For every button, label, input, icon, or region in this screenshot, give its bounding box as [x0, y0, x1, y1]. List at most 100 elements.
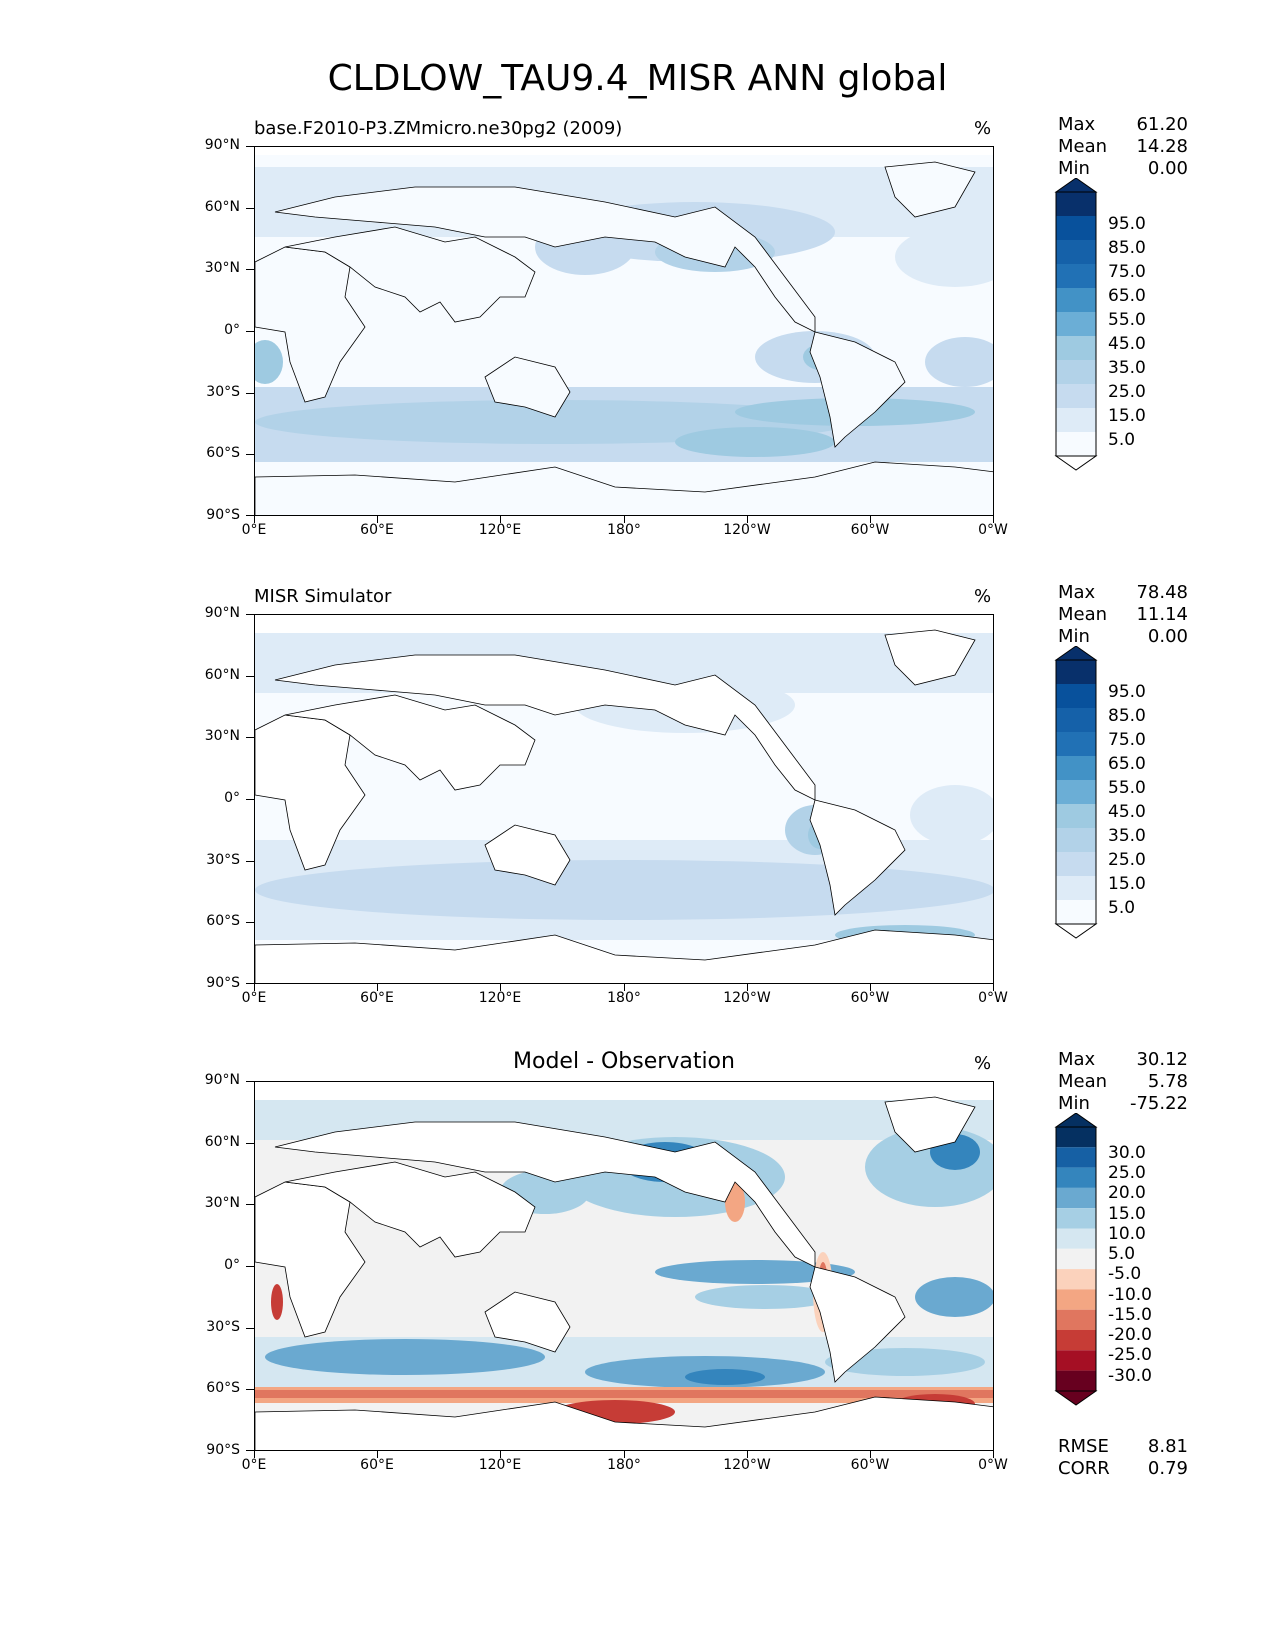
y-tick-label: 90°S [206, 507, 240, 523]
colorbar [1054, 178, 1098, 471]
colorbar-label: -10.0 [1108, 1285, 1152, 1305]
colorbar-label: 15.0 [1108, 406, 1146, 426]
colorbar-label: 55.0 [1108, 310, 1146, 330]
stat-label: Max [1058, 114, 1096, 135]
colorbar-label: 95.0 [1108, 682, 1146, 702]
colorbar [1054, 646, 1098, 939]
x-tick-label: 180° [607, 990, 641, 1006]
y-tick-label: 60°S [206, 445, 240, 461]
metric-value: 0.79 [1147, 1458, 1188, 1479]
colorbar-label: -20.0 [1108, 1325, 1152, 1345]
map-plot [254, 1081, 994, 1451]
colorbar-label: 45.0 [1108, 334, 1146, 354]
colorbar-label: 5.0 [1108, 430, 1136, 450]
y-tick-label: 90°S [206, 1442, 240, 1458]
stat-label: Min [1058, 158, 1090, 179]
x-tick-label: 180° [607, 522, 641, 538]
panel-title: base.F2010-P3.ZMmicro.ne30pg2 (2009) [254, 118, 623, 139]
y-tick-label: 90°N [204, 605, 240, 621]
y-tick-label: 90°N [204, 1072, 240, 1088]
colorbar-label: 75.0 [1108, 262, 1146, 282]
x-tick-label: 120°W [723, 522, 771, 538]
stat-label: Min [1058, 626, 1090, 647]
colorbar-label: 20.0 [1108, 1183, 1146, 1203]
colorbar-label: 25.0 [1108, 1163, 1146, 1183]
units-label: % [974, 586, 992, 607]
panel-difference: Model - Observation % [0, 1049, 1275, 1511]
panel-title: Model - Observation [513, 1049, 735, 1074]
x-tick-label: 60°W [850, 990, 890, 1006]
colorbar-label: 85.0 [1108, 706, 1146, 726]
stat-label: Mean [1058, 136, 1108, 157]
stat-value: 0.00 [1147, 158, 1188, 179]
units-label: % [974, 118, 992, 139]
colorbar-label: 95.0 [1108, 214, 1146, 234]
colorbar-label: 35.0 [1108, 358, 1146, 378]
colorbar-label: 5.0 [1108, 1244, 1136, 1264]
y-tick-label: 30°S [206, 1319, 240, 1335]
y-tick-label: 60°N [204, 667, 240, 683]
x-tick-label: 60°E [360, 1457, 394, 1473]
x-tick-label: 120°W [723, 1457, 771, 1473]
metric-label: CORR [1058, 1458, 1110, 1479]
colorbar-label: 15.0 [1108, 874, 1146, 894]
panel-test: base.F2010-P3.ZMmicro.ne30pg2 (2009) % [0, 114, 1275, 576]
colorbar-label: -15.0 [1108, 1305, 1152, 1325]
x-tick-label: 120°W [723, 990, 771, 1006]
y-tick-label: 30°N [204, 1195, 240, 1211]
colorbar-label: 15.0 [1108, 1204, 1146, 1224]
x-tick-label: 60°W [850, 522, 890, 538]
colorbar-label: 65.0 [1108, 754, 1146, 774]
stat-value: 61.20 [1136, 114, 1188, 135]
x-tick-label: 0°E [241, 990, 267, 1006]
y-tick-label: 0° [224, 322, 240, 338]
colorbar-label: 55.0 [1108, 778, 1146, 798]
y-tick-label: 90°N [204, 137, 240, 153]
x-tick-label: 0°W [978, 1457, 1008, 1473]
map-plot [254, 146, 994, 516]
units-label: % [974, 1053, 992, 1074]
stat-label: Mean [1058, 1071, 1108, 1092]
x-tick-label: 120°E [478, 990, 522, 1006]
stat-label: Mean [1058, 604, 1108, 625]
x-tick-label: 0°E [241, 522, 267, 538]
x-tick-label: 0°E [241, 1457, 267, 1473]
y-tick-label: 60°S [206, 913, 240, 929]
stats-block: Max 61.20 Mean 14.28 Min 0.00 [1058, 114, 1188, 180]
x-tick-label: 60°E [360, 990, 394, 1006]
stat-value: 78.48 [1136, 582, 1188, 603]
x-tick-label: 0°W [978, 990, 1008, 1006]
x-tick-label: 180° [607, 1457, 641, 1473]
y-tick-label: 0° [224, 790, 240, 806]
stat-label: Min [1058, 1093, 1090, 1114]
stat-label: Max [1058, 582, 1096, 603]
x-tick-label: 60°W [850, 1457, 890, 1473]
metrics-block: RMSE 8.81 CORR 0.79 [1058, 1436, 1188, 1480]
map-plot [254, 614, 994, 984]
stat-value: 14.28 [1136, 136, 1188, 157]
colorbar-label: 65.0 [1108, 286, 1146, 306]
figure-title: CLDLOW_TAU9.4_MISR ANN global [327, 58, 948, 99]
colorbar [1054, 1113, 1098, 1406]
colorbar-label: 75.0 [1108, 730, 1146, 750]
colorbar-label: 85.0 [1108, 238, 1146, 258]
metric-label: RMSE [1058, 1436, 1109, 1457]
stat-value: 11.14 [1136, 604, 1188, 625]
y-tick-label: 30°N [204, 728, 240, 744]
y-tick-label: 30°S [206, 384, 240, 400]
y-tick-label: 60°N [204, 1134, 240, 1150]
y-tick-label: 90°S [206, 975, 240, 991]
colorbar-label: 5.0 [1108, 898, 1136, 918]
y-tick-label: 60°S [206, 1380, 240, 1396]
panel-title: MISR Simulator [254, 586, 392, 607]
y-tick-label: 60°N [204, 199, 240, 215]
colorbar-label: -30.0 [1108, 1366, 1152, 1386]
x-tick-label: 120°E [478, 1457, 522, 1473]
colorbar-label: 25.0 [1108, 850, 1146, 870]
stat-label: Max [1058, 1049, 1096, 1070]
stats-block: Max 30.12 Mean 5.78 Min -75.22 [1058, 1049, 1188, 1115]
y-tick-label: 30°N [204, 260, 240, 276]
metric-value: 8.81 [1147, 1436, 1188, 1457]
colorbar-label: 30.0 [1108, 1143, 1146, 1163]
y-tick-label: 30°S [206, 852, 240, 868]
